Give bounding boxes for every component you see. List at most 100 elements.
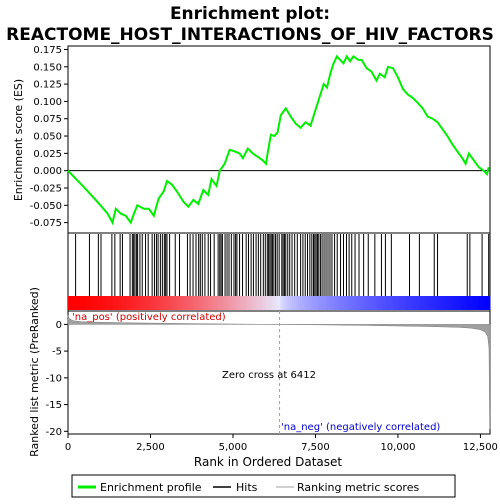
rank-color-segment xyxy=(256,296,259,310)
rank-color-segment xyxy=(136,296,139,310)
rank-color-segment xyxy=(86,296,89,310)
rank-color-segment xyxy=(384,296,387,310)
rank-color-segment xyxy=(406,296,409,310)
es-y-tick-label: -0.025 xyxy=(30,183,62,194)
rank-color-segment xyxy=(324,296,327,310)
rank-color-segment xyxy=(336,296,339,310)
es-y-tick-label: -0.075 xyxy=(30,218,62,229)
rank-color-segment xyxy=(210,296,213,310)
rank-color-segment xyxy=(310,296,313,310)
rank-color-segment xyxy=(152,296,155,310)
rank-color-segment xyxy=(70,296,73,310)
rank-color-segment xyxy=(368,296,371,310)
es-y-tick-label: 0.000 xyxy=(33,166,62,177)
rank-color-segment xyxy=(380,296,383,310)
es-y-tick-label: -0.050 xyxy=(30,201,62,212)
x-tick-label: 7,500 xyxy=(301,442,330,453)
rank-color-segment xyxy=(202,296,205,310)
rank-color-segment xyxy=(272,296,275,310)
x-tick-label: 0 xyxy=(65,442,71,453)
rank-color-segment xyxy=(84,296,87,310)
rank-color-segment xyxy=(166,296,169,310)
rank-color-segment xyxy=(192,296,195,310)
rank-color-segment xyxy=(382,296,385,310)
rank-color-segment xyxy=(456,296,459,310)
rank-color-segment xyxy=(236,296,239,310)
rank-color-segment xyxy=(196,296,199,310)
x-tick-label: 2,500 xyxy=(136,442,165,453)
rank-color-segment xyxy=(442,296,445,310)
rank-color-segment xyxy=(404,296,407,310)
rank-y-tick-label: 0 xyxy=(56,320,62,331)
rank-color-segment xyxy=(130,296,133,310)
rank-color-segment xyxy=(268,296,271,310)
rank-color-segment xyxy=(408,296,411,310)
rank-color-segment xyxy=(188,296,191,310)
rank-color-segment xyxy=(400,296,403,310)
rank-color-segment xyxy=(276,296,279,310)
rank-color-segment xyxy=(198,296,201,310)
rank-color-segment xyxy=(76,296,79,310)
rank-color-segment xyxy=(112,296,115,310)
rank-color-segment xyxy=(216,296,219,310)
rank-color-segment xyxy=(352,296,355,310)
x-tick-label: 12,500 xyxy=(463,442,498,453)
rank-color-segment xyxy=(278,296,281,310)
rank-color-segment xyxy=(346,296,349,310)
rank-color-segment xyxy=(334,296,337,310)
rank-color-segment xyxy=(454,296,457,310)
rank-color-segment xyxy=(172,296,175,310)
rank-color-segment xyxy=(344,296,347,310)
rank-color-segment xyxy=(482,296,485,310)
rank-color-segment xyxy=(204,296,207,310)
rank-color-segment xyxy=(366,296,369,310)
legend-box xyxy=(71,474,456,498)
rank-color-segment xyxy=(92,296,95,310)
rank-color-segment xyxy=(356,296,359,310)
chart-title-line2: REACTOME_HOST_INTERACTIONS_OF_HIV_FACTOR… xyxy=(6,25,494,45)
rank-color-segment xyxy=(412,296,415,310)
zero-cross-label: Zero cross at 6412 xyxy=(222,370,316,381)
rank-color-segment xyxy=(150,296,153,310)
rank-color-segment xyxy=(102,296,105,310)
rank-color-segment xyxy=(370,296,373,310)
es-y-tick-label: 0.125 xyxy=(33,80,62,91)
rank-color-segment xyxy=(132,296,135,310)
rank-color-segment xyxy=(414,296,417,310)
rank-color-segment xyxy=(488,296,491,310)
rank-color-segment xyxy=(248,296,251,310)
es-y-tick-label: 0.175 xyxy=(33,45,62,56)
rank-color-segment xyxy=(434,296,437,310)
rank-color-segment xyxy=(82,296,85,310)
rank-color-segment xyxy=(388,296,391,310)
rank-color-segment xyxy=(462,296,465,310)
rank-color-segment xyxy=(104,296,107,310)
rank-color-segment xyxy=(110,296,113,310)
rank-color-segment xyxy=(226,296,229,310)
es-y-tick-label: 0.025 xyxy=(33,149,62,160)
rank-color-segment xyxy=(340,296,343,310)
rank-color-segment xyxy=(128,296,131,310)
rank-y-tick-label: -20 xyxy=(46,427,62,438)
rank-color-segment xyxy=(148,296,151,310)
rank-color-segment xyxy=(134,296,137,310)
rank-color-segment xyxy=(304,296,307,310)
rank-color-segment xyxy=(342,296,345,310)
ranking-metric-area xyxy=(67,315,491,429)
rank-y-ticks: 0 -5 -10 -15 -20 xyxy=(46,320,68,438)
rank-color-segment xyxy=(360,296,363,310)
rank-color-segment xyxy=(418,296,421,310)
rank-color-segment xyxy=(108,296,111,310)
es-y-tick-label: 0.150 xyxy=(33,62,62,73)
rank-color-segment xyxy=(448,296,451,310)
rank-color-segment xyxy=(444,296,447,310)
rank-color-segment xyxy=(314,296,317,310)
rank-color-segment xyxy=(140,296,143,310)
rank-color-segment xyxy=(270,296,273,310)
rank-color-segment xyxy=(298,296,301,310)
rank-color-segment xyxy=(476,296,479,310)
legend-label-enrichment: Enrichment profile xyxy=(100,481,202,494)
rank-color-segment xyxy=(348,296,351,310)
legend-label-ranking: Ranking metric scores xyxy=(297,481,419,494)
rank-color-segment xyxy=(200,296,203,310)
